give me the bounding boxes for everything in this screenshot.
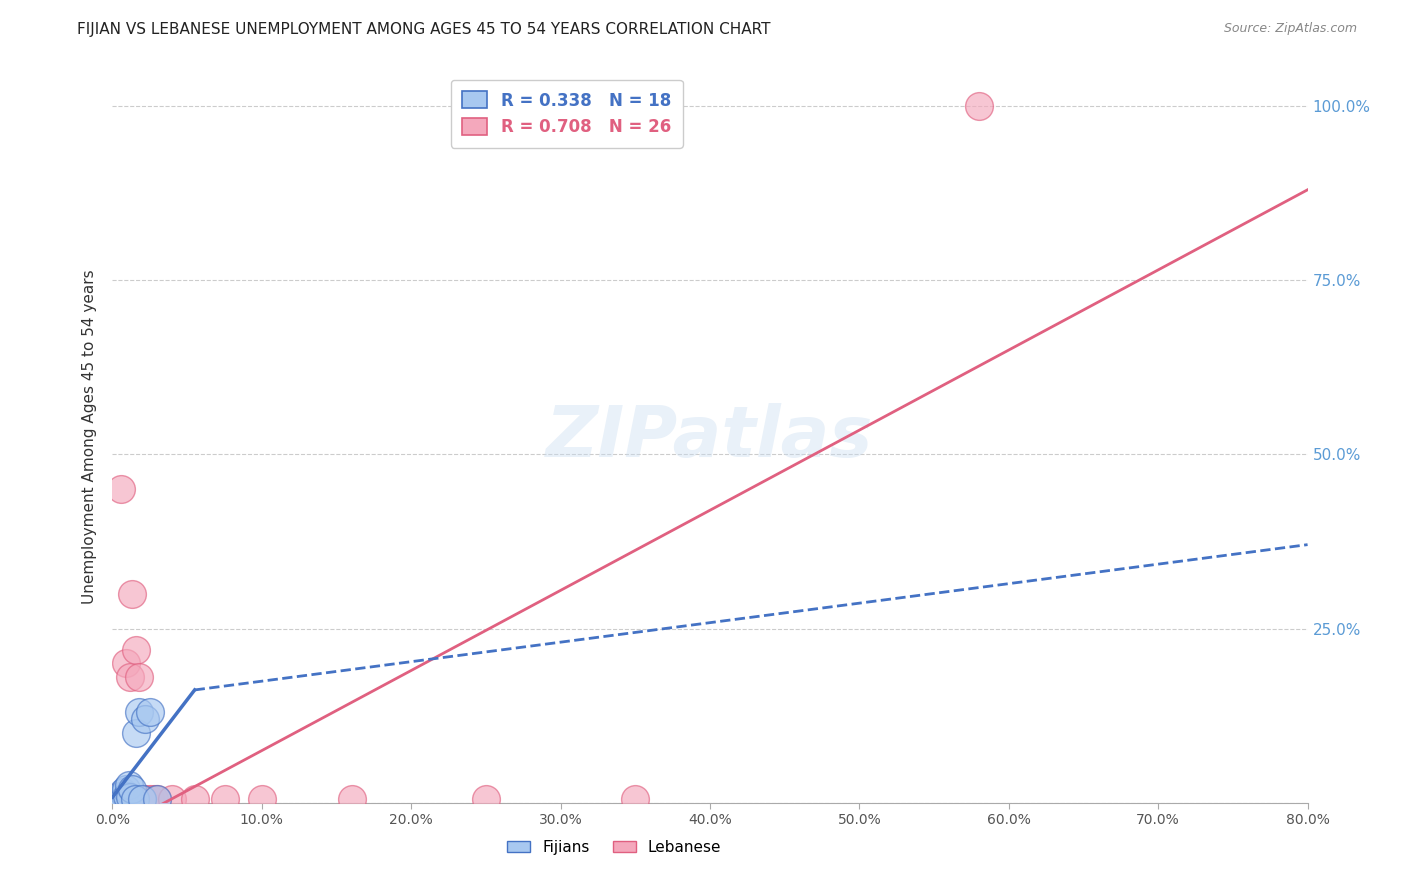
Point [115, 781, 138, 796]
Point [118, 778, 141, 792]
Point [111, 792, 134, 806]
Point [125, 642, 148, 657]
Y-axis label: Unemployment Among Ages 45 to 54 years: Unemployment Among Ages 45 to 54 years [82, 269, 97, 605]
Point [121, 587, 143, 601]
Point [117, 792, 139, 806]
Legend: Fijians, Lebanese: Fijians, Lebanese [502, 834, 727, 861]
Point [134, 712, 156, 726]
Point [131, 792, 153, 806]
Point [139, 705, 162, 719]
Point [117, 789, 139, 803]
Point [110, 483, 132, 497]
Point [128, 705, 150, 719]
Point [124, 792, 146, 806]
Text: Source: ZipAtlas.com: Source: ZipAtlas.com [1223, 22, 1357, 36]
Point [131, 792, 153, 806]
Point [121, 781, 143, 796]
Text: ZIPatlas: ZIPatlas [547, 402, 873, 472]
Point [108, 789, 131, 803]
Point [143, 792, 166, 806]
Point [125, 726, 148, 740]
Point [139, 792, 162, 806]
Point [128, 670, 150, 684]
Point [146, 792, 169, 806]
Point [146, 792, 169, 806]
Point [107, 794, 129, 808]
Point [967, 99, 990, 113]
Point [134, 792, 156, 806]
Point [108, 789, 131, 803]
Point [250, 792, 273, 806]
Point [114, 792, 135, 806]
Point [475, 792, 498, 806]
Point [162, 792, 183, 806]
Point [114, 792, 135, 806]
Point [124, 792, 146, 806]
Point [214, 792, 236, 806]
Point [120, 790, 142, 805]
Text: FIJIAN VS LEBANESE UNEMPLOYMENT AMONG AGES 45 TO 54 YEARS CORRELATION CHART: FIJIAN VS LEBANESE UNEMPLOYMENT AMONG AG… [77, 22, 770, 37]
Point [111, 785, 134, 799]
Point [105, 790, 128, 805]
Point [115, 657, 138, 671]
Point [340, 792, 363, 806]
Point [104, 792, 127, 806]
Point [104, 792, 127, 806]
Point [624, 792, 647, 806]
Point [110, 790, 132, 805]
Point [183, 792, 205, 806]
Point [120, 670, 142, 684]
